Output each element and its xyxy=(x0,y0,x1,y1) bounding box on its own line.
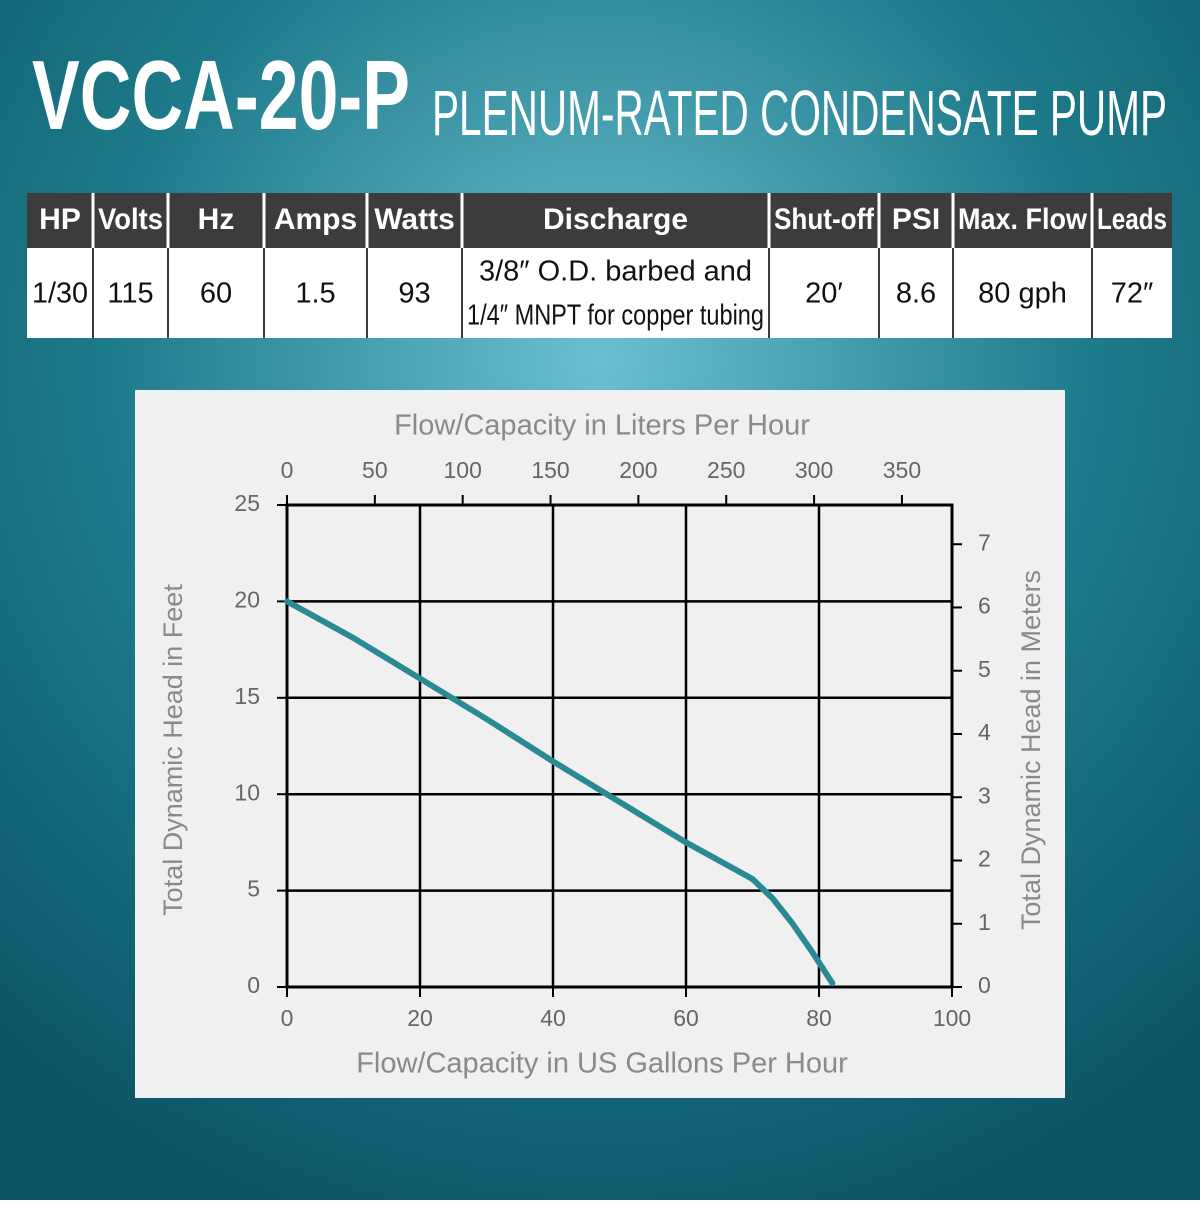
title: VCCA-20-P xyxy=(32,40,410,150)
y-tick-label: 20 xyxy=(234,586,260,612)
x-tick-label: 20 xyxy=(407,1005,433,1031)
y2-tick-label: 0 xyxy=(978,972,991,998)
spec-table: HP Volts Hz Amps Watts Discharge Shut-off PSI Ma… xyxy=(27,193,1172,338)
x2-tick-label: 100 xyxy=(444,457,482,483)
header-cell: Leads xyxy=(1097,203,1167,236)
data-cell: 80 gph xyxy=(978,278,1067,310)
y2-axis-title: Total Dynamic Head in Meters xyxy=(1016,570,1046,930)
y2-tick-label: 2 xyxy=(978,846,991,872)
header-cell: Shut-off xyxy=(774,203,875,236)
y2-tick-label: 5 xyxy=(978,656,991,682)
y2-tick-label: 3 xyxy=(978,782,991,808)
x-axis-title: Flow/Capacity in US Gallons Per Hour xyxy=(356,1048,848,1080)
y-axis-title: Total Dynamic Head in Feet xyxy=(158,584,188,916)
subtitle: PLENUM-RATED CONDENSATE PUMP xyxy=(432,77,1167,149)
header-cell: Watts xyxy=(374,203,455,236)
x2-tick-label: 150 xyxy=(531,457,569,483)
header-cell: Discharge xyxy=(543,203,688,236)
data-cell: 8.6 xyxy=(896,278,936,310)
data-cell: 1/30 xyxy=(32,278,88,310)
x2-tick-label: 350 xyxy=(883,457,921,483)
plot-frame xyxy=(285,503,954,989)
y-tick-label: 15 xyxy=(234,683,260,709)
x-tick-label: 100 xyxy=(933,1005,971,1031)
x-tick-label: 80 xyxy=(806,1005,832,1031)
y-tick-label: 0 xyxy=(247,972,260,998)
header-row xyxy=(27,193,1172,248)
x2-axis-title: Flow/Capacity in Liters Per Hour xyxy=(394,410,810,442)
y-tick-label: 10 xyxy=(234,779,260,805)
y-tick-label: 25 xyxy=(234,490,260,516)
data-cell: 20′ xyxy=(805,278,843,310)
data-cell: 60 xyxy=(200,278,232,310)
data-cell: 3/8″ O.D. barbed and xyxy=(479,256,752,288)
data-cell: 115 xyxy=(107,278,153,310)
y-tick-label: 5 xyxy=(247,876,260,902)
x2-tick-label: 0 xyxy=(281,457,294,483)
x2-tick-label: 300 xyxy=(795,457,833,483)
header-cell: Max. Flow xyxy=(958,203,1088,236)
x-tick-label: 40 xyxy=(540,1005,566,1031)
x2-tick-label: 250 xyxy=(707,457,745,483)
header-cell: Hz xyxy=(198,203,235,236)
x2-tick-label: 200 xyxy=(619,457,657,483)
y2-tick-label: 4 xyxy=(978,719,991,745)
x-tick-label: 0 xyxy=(281,1005,294,1031)
header-cell: Amps xyxy=(274,203,357,236)
data-cell: 72″ xyxy=(1111,278,1154,310)
y2-tick-label: 7 xyxy=(978,529,991,555)
chart-panel xyxy=(135,390,1065,1098)
data-cell: 93 xyxy=(398,278,430,310)
data-cell: 1.5 xyxy=(295,278,335,310)
header-cell: Volts xyxy=(98,203,163,236)
y2-tick-label: 1 xyxy=(978,909,991,935)
x-tick-label: 60 xyxy=(673,1005,699,1031)
pump-curve xyxy=(284,598,836,987)
x2-tick-label: 50 xyxy=(362,457,388,483)
header-cell: PSI xyxy=(892,203,940,236)
header-cell: HP xyxy=(39,203,81,236)
data-row xyxy=(27,248,1172,338)
y2-tick-label: 6 xyxy=(978,593,991,619)
data-cell: 1/4″ MNPT for copper tubing xyxy=(467,300,764,332)
